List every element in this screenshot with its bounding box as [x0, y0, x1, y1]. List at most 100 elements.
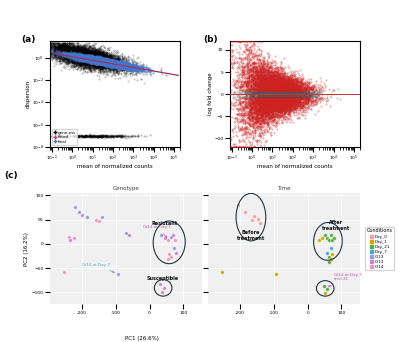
Point [66, 47, 72, 53]
Point [262, 106, 269, 112]
Point [271, 119, 277, 124]
Point [292, 89, 298, 94]
Point [100, 58, 107, 63]
Point [248, 87, 254, 92]
Point [252, 77, 259, 82]
Point [225, 77, 231, 82]
Point [279, 86, 286, 91]
Point [284, 88, 291, 93]
Point [82, 54, 88, 59]
Point [244, 65, 250, 70]
Point [302, 82, 308, 87]
Point [82, 46, 89, 52]
Point [94, 57, 100, 63]
Point [132, 63, 139, 68]
Point [90, 56, 97, 61]
Point [266, 75, 272, 80]
Point [61, 46, 67, 51]
Point [267, 93, 273, 98]
Point [64, 53, 71, 58]
Point [92, 62, 98, 67]
Point [108, 52, 115, 58]
Point [98, 57, 104, 62]
Point [86, 69, 93, 74]
Point [257, 78, 263, 83]
Point [75, 58, 81, 63]
Point [289, 103, 295, 109]
Point [271, 101, 277, 106]
Point [108, 60, 114, 66]
Point [276, 80, 282, 85]
Point [52, 42, 58, 47]
Point [96, 58, 103, 64]
Point [268, 115, 274, 120]
Point [114, 67, 120, 73]
Point [258, 109, 264, 114]
Point [273, 85, 279, 90]
Point [97, 60, 103, 65]
Point [86, 56, 92, 61]
Point [98, 56, 104, 62]
Point [107, 61, 114, 66]
Point [288, 92, 294, 97]
Point [100, 59, 106, 65]
Point [294, 89, 300, 94]
Point [284, 103, 290, 109]
Point [291, 83, 297, 88]
Point [275, 99, 281, 104]
Point [86, 54, 93, 59]
Point [81, 53, 88, 59]
Point [43, 43, 49, 49]
Point [280, 90, 287, 96]
Point [112, 60, 119, 65]
Point [108, 60, 115, 65]
Point [83, 47, 89, 52]
Point [274, 101, 280, 106]
Point [277, 78, 284, 83]
Point [95, 61, 101, 66]
Point [88, 55, 95, 61]
Point [297, 86, 304, 91]
Point [277, 79, 284, 85]
Point [108, 59, 114, 65]
Point [76, 47, 82, 52]
Point [82, 55, 88, 61]
Point [264, 114, 271, 120]
Point [245, 71, 252, 77]
Point [91, 65, 97, 70]
Point [88, 54, 95, 60]
Point [274, 89, 280, 94]
Point [96, 57, 102, 63]
Point [105, 61, 112, 67]
Point [66, 48, 72, 53]
Point [298, 95, 304, 100]
Point [72, 52, 79, 58]
Point [257, 105, 264, 110]
Point [278, 105, 285, 110]
Point [90, 60, 97, 65]
Point [60, 53, 66, 59]
Point [262, 78, 268, 83]
Point [250, 51, 256, 56]
Point [272, 95, 278, 101]
Point [289, 97, 296, 102]
Point [78, 62, 84, 67]
Point [80, 51, 86, 57]
Point [129, 64, 136, 70]
Point [104, 61, 110, 66]
Point [87, 56, 94, 62]
Point [92, 58, 98, 64]
Point [92, 58, 98, 64]
Point [80, 60, 87, 66]
Point [268, 96, 274, 102]
Point [109, 61, 115, 67]
Point [245, 90, 251, 96]
Point [89, 56, 96, 62]
Point [76, 51, 82, 56]
Point [109, 134, 116, 139]
Point [253, 91, 260, 96]
Point [283, 85, 290, 90]
Point [162, 235, 168, 241]
Point [73, 53, 80, 58]
Point [86, 55, 92, 60]
